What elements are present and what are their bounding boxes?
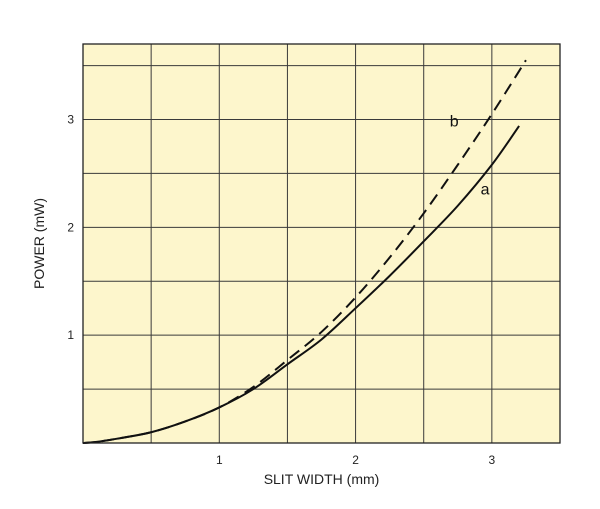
plot-frame xyxy=(82,43,561,444)
x-tick-label-1: 1 xyxy=(216,453,223,467)
plot-background xyxy=(83,44,560,443)
series-lines xyxy=(82,59,527,444)
y-tick-label-1: 1 xyxy=(67,328,74,342)
y-tick-label-3: 3 xyxy=(67,112,74,126)
series-line-b xyxy=(82,59,527,444)
y-tick-label-2: 2 xyxy=(67,220,74,234)
x-tick-label-2: 2 xyxy=(352,453,359,467)
y-axis-title: POWER (mW) xyxy=(31,198,47,289)
grid-lines xyxy=(83,44,560,443)
x-axis-title: SLIT WIDTH (mm) xyxy=(264,471,380,487)
x-tick-label-3: 3 xyxy=(489,453,496,467)
series-label-b: b xyxy=(450,113,459,130)
series-label-a: a xyxy=(481,181,490,198)
series-labels: ab xyxy=(450,113,490,198)
y-tick-labels: 1 2 3 xyxy=(67,112,74,342)
x-tick-labels: 1 2 3 xyxy=(216,453,496,467)
